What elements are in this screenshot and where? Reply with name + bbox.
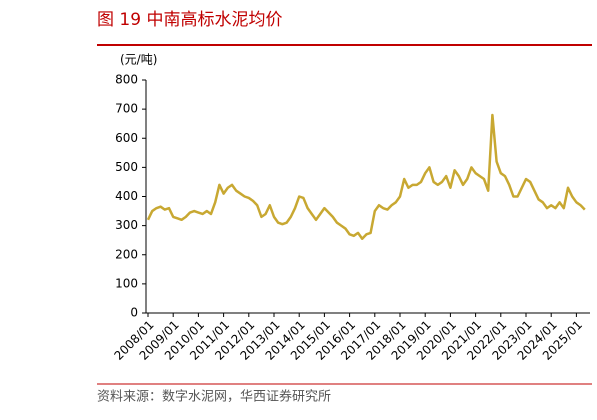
- y-tick-label: 700: [115, 102, 138, 116]
- y-tick-label: 200: [115, 247, 138, 261]
- y-axis-label: (元/吨): [120, 53, 157, 67]
- y-tick-label: 0: [130, 306, 138, 320]
- y-tick-label: 500: [115, 160, 138, 174]
- y-tick-label: 800: [115, 73, 138, 87]
- chart-title: 图 19 中南高标水泥均价: [97, 10, 282, 30]
- y-tick-label: 400: [115, 189, 138, 203]
- y-tick-label: 600: [115, 131, 138, 145]
- data-line: [146, 113, 586, 240]
- y-tick-label: 100: [115, 276, 138, 290]
- source: 资料来源：数字水泥网，华西证券研究所: [97, 389, 331, 405]
- y-tick-label: 300: [115, 218, 138, 232]
